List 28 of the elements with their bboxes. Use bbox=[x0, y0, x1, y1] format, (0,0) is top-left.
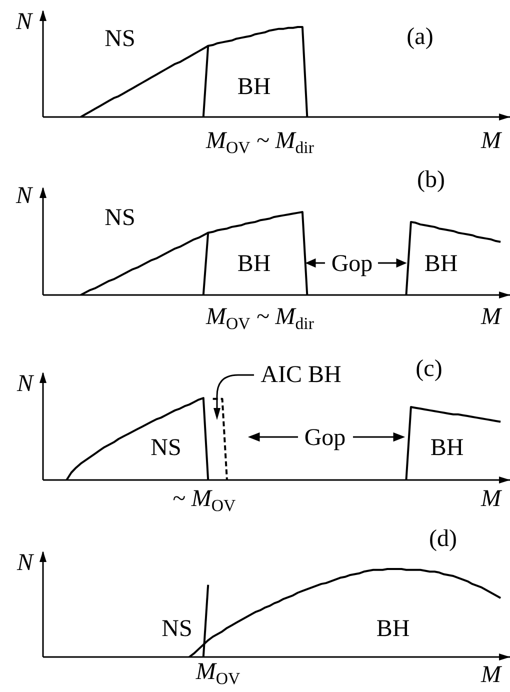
x-axis-title: M bbox=[480, 486, 503, 512]
annotation: BH bbox=[424, 250, 458, 277]
y-axis-title: N bbox=[14, 182, 34, 209]
chart-title: (d) bbox=[429, 526, 457, 552]
chart-title: (a) bbox=[406, 24, 434, 50]
annotation: BH bbox=[376, 616, 410, 642]
annotation: BH bbox=[237, 74, 271, 100]
annotation: BH bbox=[430, 434, 464, 461]
annotation: NS bbox=[104, 204, 136, 231]
y-axis-title: N bbox=[16, 550, 35, 576]
annotation: NS bbox=[162, 616, 192, 642]
chart-title: (b) bbox=[417, 166, 445, 193]
text: M$_{OV}$ ~ M$_{dir}$ bbox=[205, 304, 314, 334]
x-axis-title: M bbox=[480, 304, 503, 330]
annotation: NS bbox=[104, 26, 136, 52]
annotation: Gop bbox=[331, 250, 373, 277]
x-axis-title: M bbox=[480, 128, 503, 154]
text: ~ M$_{OV}$ bbox=[172, 486, 236, 516]
annotation: NS bbox=[150, 434, 182, 461]
chart-title: (c) bbox=[416, 356, 442, 382]
annotation: Gop bbox=[304, 424, 346, 451]
x-axis-title: M bbox=[480, 662, 503, 688]
y-axis-title: N bbox=[16, 370, 35, 397]
text: M$_{OV}$ bbox=[194, 658, 240, 688]
annotation: BH bbox=[237, 250, 271, 277]
text: M$_{OV}$ ~ M$_{dir}$ bbox=[205, 128, 314, 158]
y-axis-title: N bbox=[14, 8, 34, 35]
text: AIC BH bbox=[260, 362, 342, 388]
